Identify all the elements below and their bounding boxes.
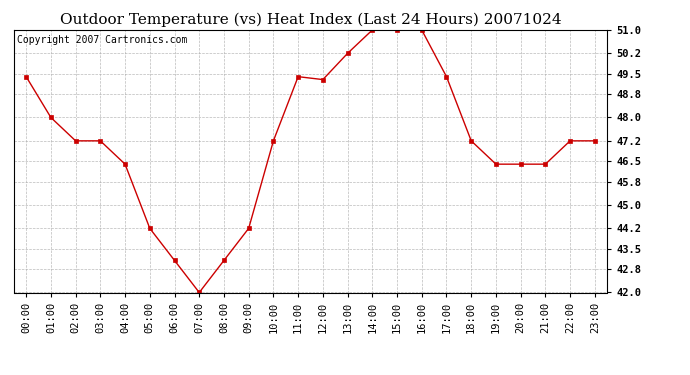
Title: Outdoor Temperature (vs) Heat Index (Last 24 Hours) 20071024: Outdoor Temperature (vs) Heat Index (Las… [60, 13, 561, 27]
Text: Copyright 2007 Cartronics.com: Copyright 2007 Cartronics.com [17, 35, 187, 45]
